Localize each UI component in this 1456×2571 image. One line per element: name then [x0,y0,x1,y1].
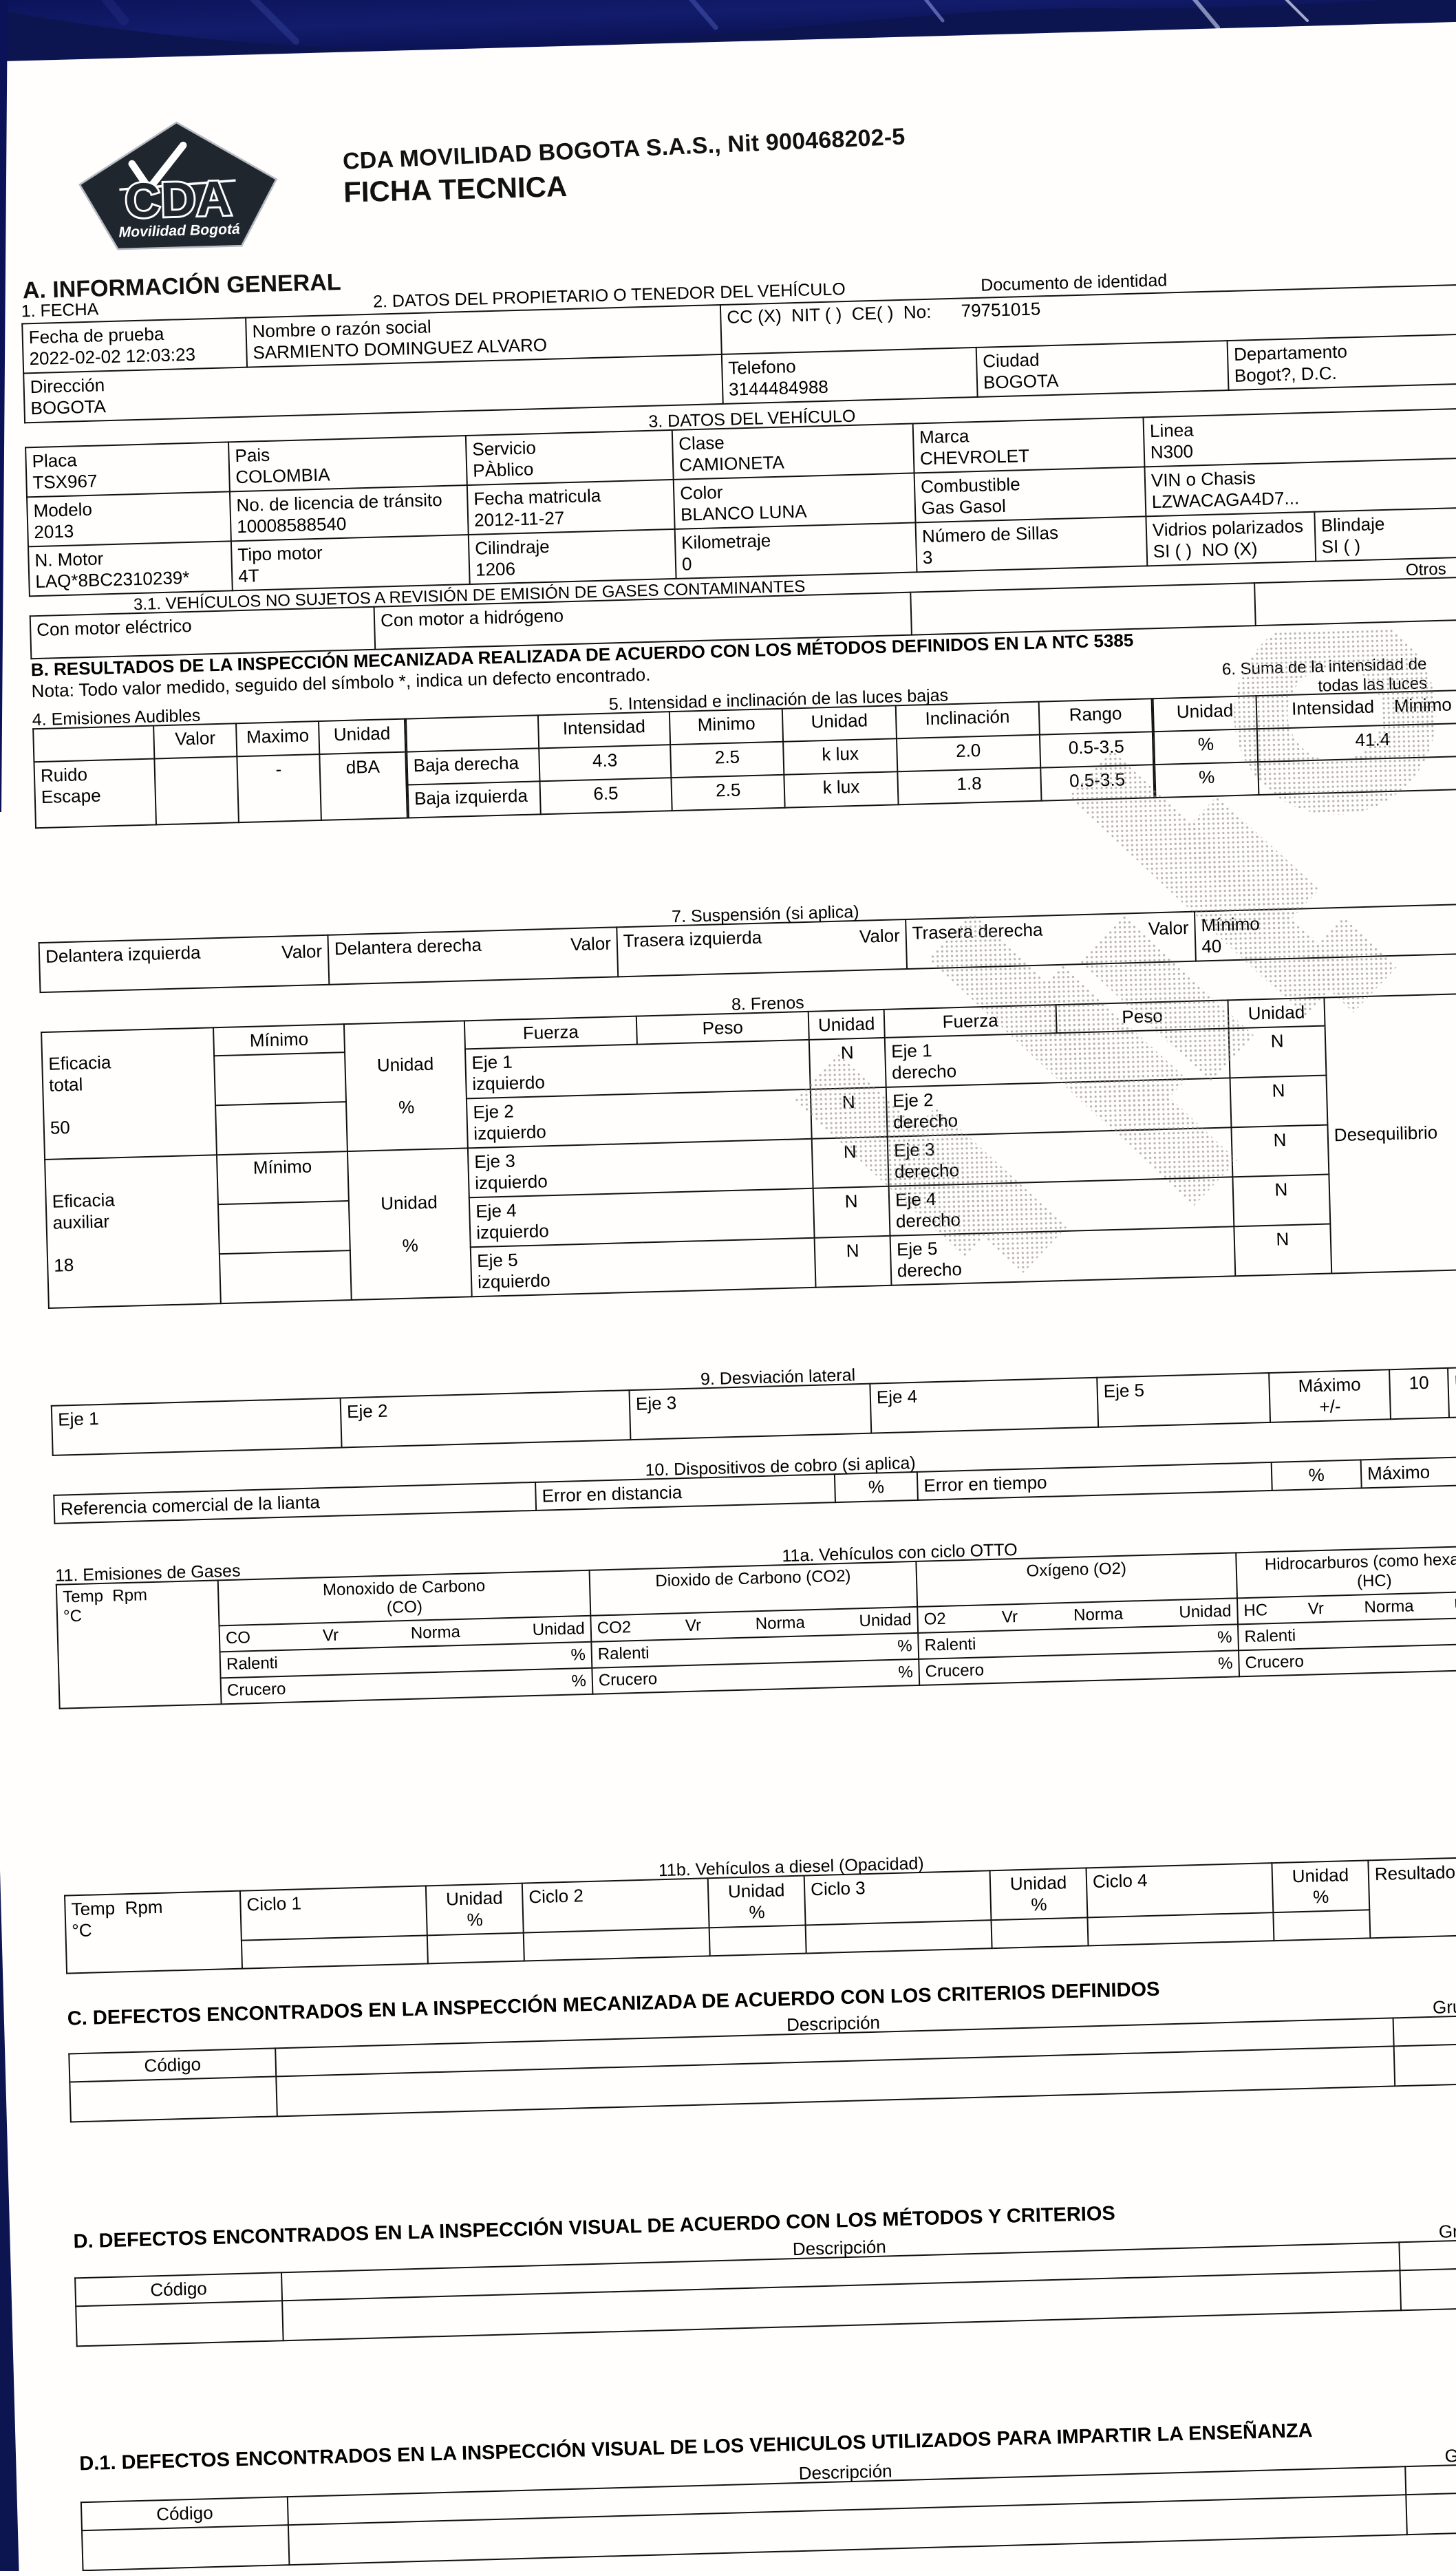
svg-text:CDA: CDA [125,171,233,228]
svg-text:Movilidad Bogotá: Movilidad Bogotá [118,222,240,241]
